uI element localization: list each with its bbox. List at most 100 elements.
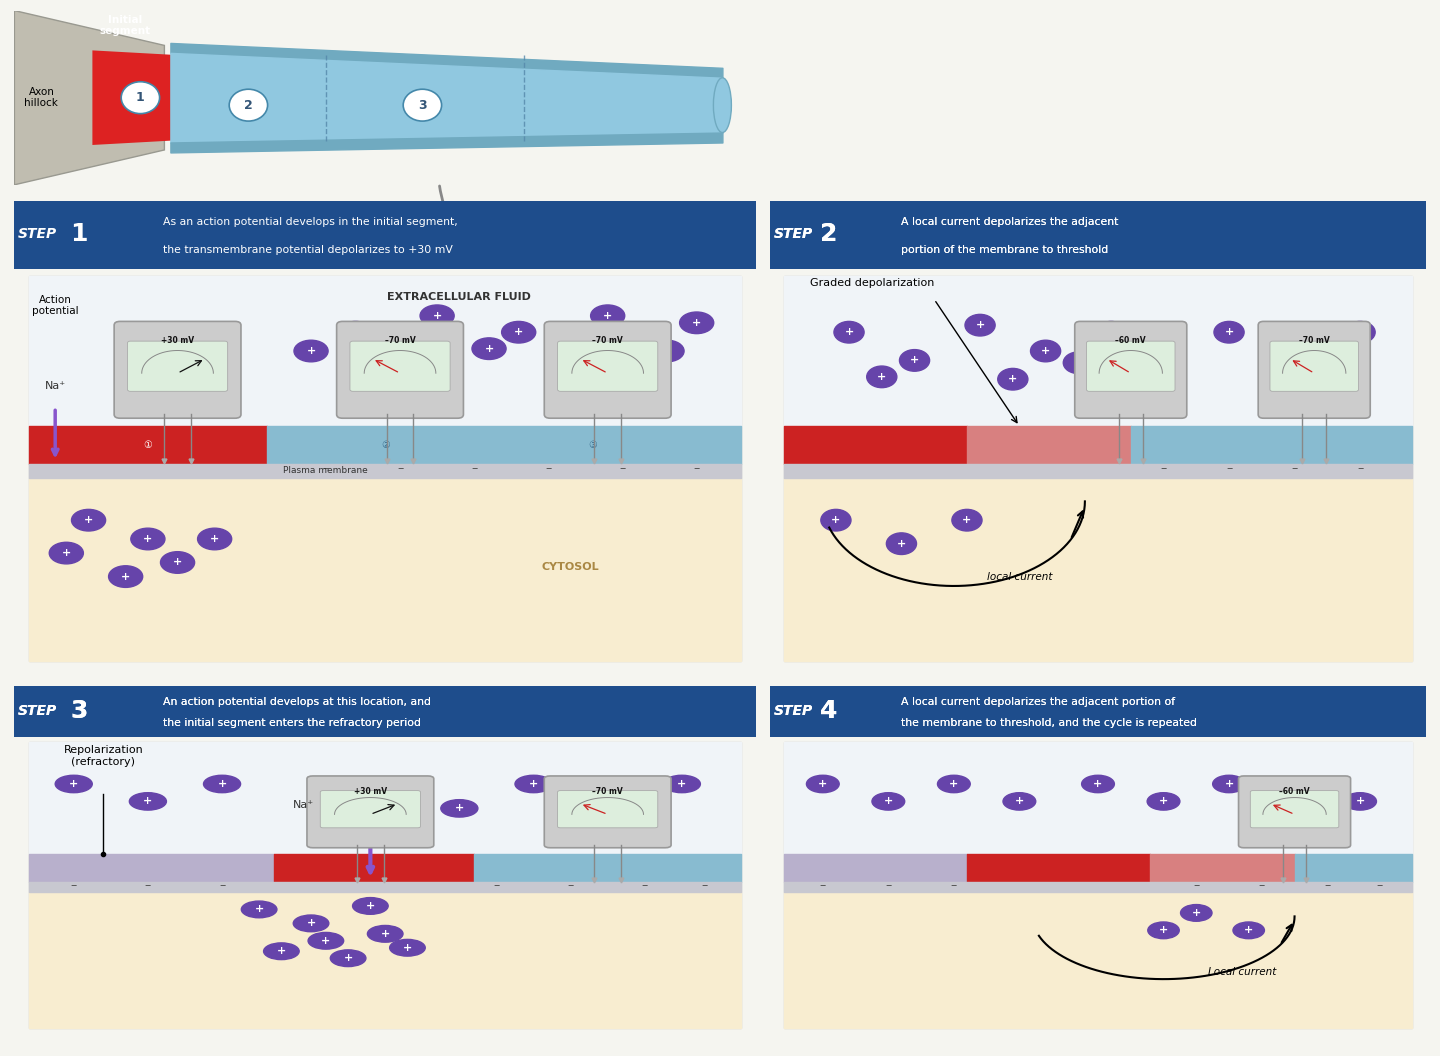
Circle shape [308,932,344,949]
Text: +: + [884,796,893,807]
Circle shape [131,528,166,550]
Circle shape [1148,922,1179,939]
Circle shape [108,566,143,587]
Text: +: + [528,779,539,789]
Text: –: – [701,879,707,891]
Circle shape [516,775,552,793]
Text: As an action potential develops in the initial segment,: As an action potential develops in the i… [163,216,458,227]
Text: +: + [1008,374,1018,384]
Circle shape [197,528,232,550]
FancyBboxPatch shape [114,321,240,418]
Text: –: – [145,879,151,891]
Text: +30 mV: +30 mV [161,336,194,345]
Circle shape [900,350,930,372]
Text: +: + [949,779,959,789]
Text: A local current depolarizes the adjacent: A local current depolarizes the adjacent [901,216,1119,227]
Text: +: + [69,779,78,789]
Text: –: – [567,879,573,891]
Text: +: + [603,796,612,807]
Text: –: – [1356,461,1364,475]
FancyBboxPatch shape [14,686,756,737]
Text: 1: 1 [135,91,145,105]
Circle shape [72,509,105,531]
Text: +: + [1355,327,1365,337]
Text: STEP: STEP [773,227,812,241]
Text: STEP: STEP [19,227,58,241]
Circle shape [55,775,92,793]
Text: +: + [143,796,153,807]
Text: +: + [455,804,464,813]
Text: 3: 3 [71,699,88,722]
FancyBboxPatch shape [770,201,1426,269]
Text: +: + [380,929,390,939]
FancyBboxPatch shape [557,341,658,392]
Text: +: + [975,320,985,331]
Text: STEP: STEP [19,703,58,718]
Circle shape [590,305,625,326]
Text: +: + [897,539,906,549]
Circle shape [1081,775,1115,793]
Text: +: + [403,943,412,953]
Text: –: – [471,461,477,475]
Circle shape [1096,321,1126,343]
Text: the transmembrane potential depolarizes to +30 mV: the transmembrane potential depolarizes … [163,245,452,254]
Text: +: + [1159,925,1168,936]
Text: –: – [886,879,891,891]
Text: –: – [950,879,958,891]
Text: +: + [1244,925,1253,936]
Text: +: + [514,327,523,337]
Text: +: + [588,810,598,821]
Circle shape [294,340,328,362]
Text: EXTRACELLULAR FLUID: EXTRACELLULAR FLUID [387,291,531,302]
Circle shape [952,509,982,531]
Circle shape [160,551,194,573]
Circle shape [1149,352,1178,374]
Circle shape [330,949,366,966]
FancyBboxPatch shape [1087,341,1175,392]
Text: An action potential develops at this location, and: An action potential develops at this loc… [163,697,431,708]
FancyBboxPatch shape [320,791,420,828]
FancyBboxPatch shape [1270,341,1358,392]
FancyBboxPatch shape [350,341,451,392]
Text: –70 mV: –70 mV [592,787,624,795]
Text: 3: 3 [71,699,88,722]
Circle shape [873,793,904,810]
Text: +: + [818,779,828,789]
Text: +: + [844,327,854,337]
Text: Na⁺: Na⁺ [294,799,314,810]
Text: +: + [1290,346,1299,356]
Text: Axon
hillock: Axon hillock [24,87,59,109]
Text: 2: 2 [819,222,837,246]
Text: Repolarization
(refractory): Repolarization (refractory) [63,746,143,767]
FancyBboxPatch shape [1074,321,1187,418]
Text: –: – [323,461,328,475]
Text: +: + [1355,796,1365,807]
Text: +: + [1074,358,1083,367]
Text: –: – [1194,879,1200,891]
Text: –: – [219,879,225,891]
Text: –: – [694,461,700,475]
FancyBboxPatch shape [770,201,1426,269]
Text: +: + [344,954,353,963]
Text: +: + [962,515,972,525]
FancyBboxPatch shape [770,686,1426,737]
Circle shape [1233,922,1264,939]
Circle shape [242,901,276,918]
Text: +: + [276,946,287,957]
Circle shape [403,89,442,121]
Text: +: + [366,901,374,911]
Circle shape [501,321,536,343]
Polygon shape [14,11,164,185]
Text: A local current depolarizes the adjacent portion of: A local current depolarizes the adjacent… [901,697,1175,708]
Text: +: + [307,919,315,928]
Circle shape [121,81,160,114]
Circle shape [680,312,714,334]
Text: Local current: Local current [1208,967,1276,977]
Circle shape [441,799,478,817]
Text: 2: 2 [243,98,253,112]
Text: –70 mV: –70 mV [592,336,624,345]
FancyBboxPatch shape [14,686,756,737]
FancyBboxPatch shape [783,742,1413,1027]
Text: +: + [1015,796,1024,807]
Circle shape [649,340,684,362]
